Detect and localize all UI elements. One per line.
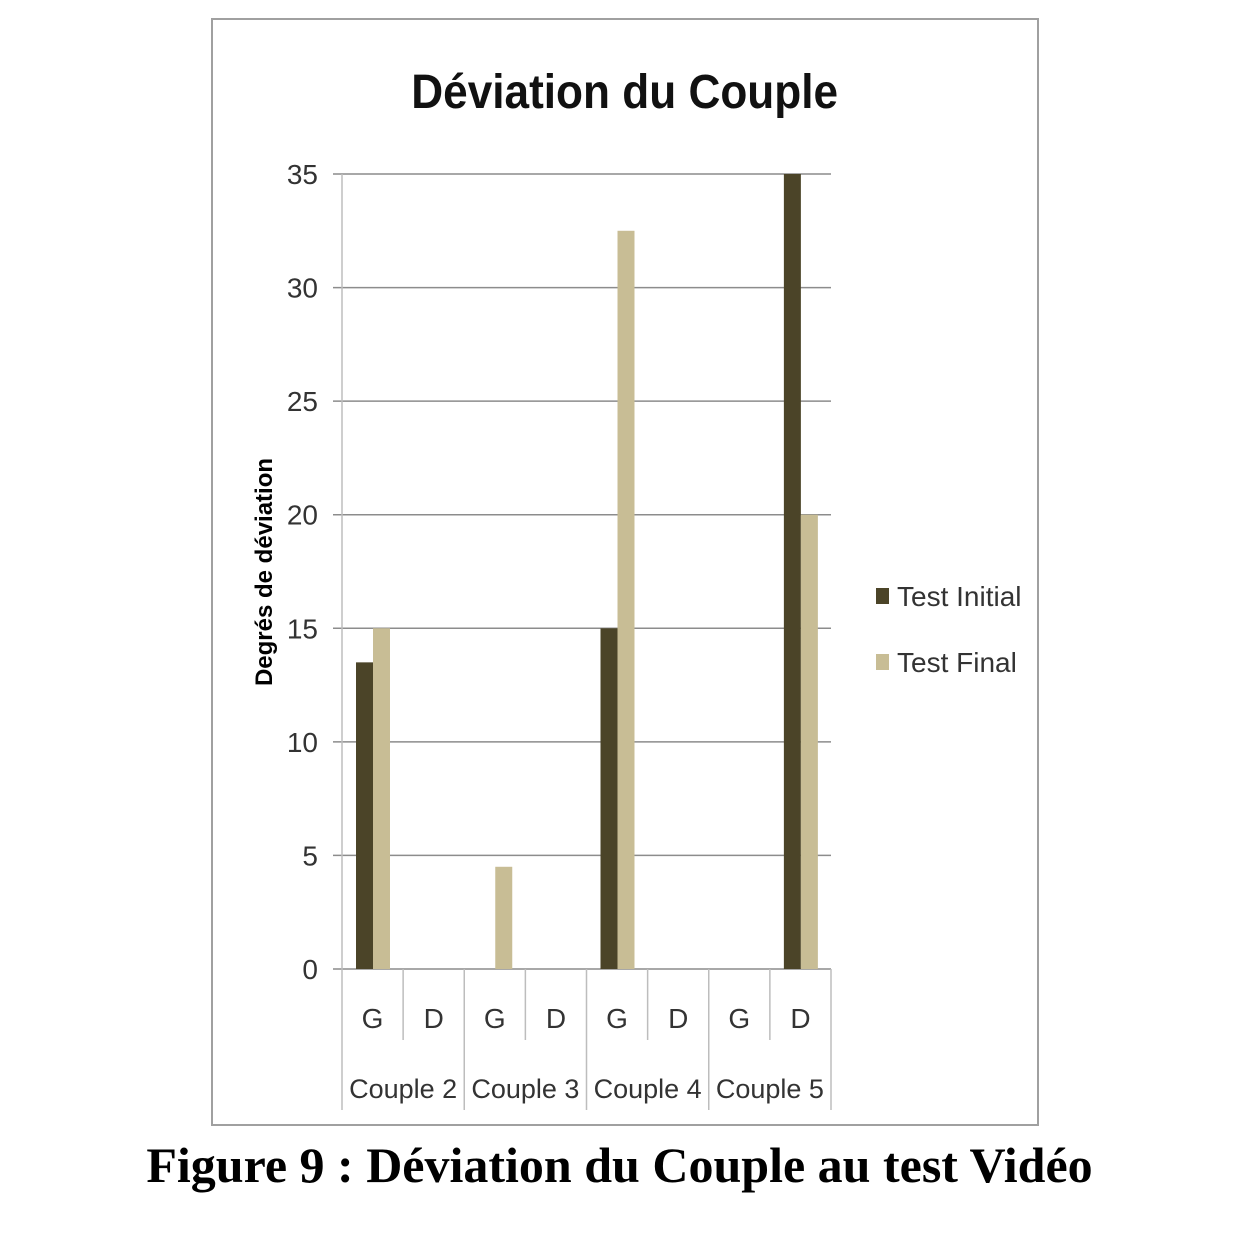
bar-chart: Déviation du Couple 0 5 10 15 20 25 30 35 Degrés … — [251, 64, 1022, 1110]
y-axis-label: Degrés de déviation — [251, 458, 278, 686]
bar-test-final — [373, 628, 390, 969]
y-tick-label: 35 — [287, 159, 318, 190]
x-tick-label: G — [484, 1003, 506, 1034]
bar-test-initial — [356, 662, 373, 969]
x-tick-label: D — [546, 1003, 566, 1034]
bar-test-initial — [600, 628, 618, 969]
x-group-label: Couple 4 — [594, 1074, 702, 1104]
legend-swatch — [876, 654, 889, 670]
bar-test-final — [800, 514, 818, 969]
y-tick-label: 5 — [302, 840, 318, 871]
y-tick-label: 0 — [302, 954, 318, 985]
x-tick-label: G — [362, 1003, 384, 1034]
x-tick-label: D — [424, 1003, 444, 1034]
x-group-label: Couple 5 — [716, 1074, 824, 1104]
x-tick-label: D — [668, 1003, 688, 1034]
x-tick-label: G — [606, 1003, 628, 1034]
x-group-label: Couple 2 — [349, 1074, 457, 1104]
legend-swatch — [876, 588, 889, 604]
x-tick-label: G — [728, 1003, 750, 1034]
y-tick-label: 25 — [287, 386, 318, 417]
bar-test-initial — [783, 174, 801, 969]
chart-frame — [211, 18, 1039, 1126]
y-tick-label: 10 — [287, 727, 318, 758]
legend-label: Test Final — [897, 647, 1017, 678]
legend-label: Test Initial — [897, 581, 1022, 612]
y-tick-label: 15 — [287, 613, 318, 644]
bar-test-final — [617, 230, 635, 970]
bar-test-final — [495, 866, 513, 969]
x-tick-label: D — [790, 1003, 810, 1034]
figure-caption: Figure 9 : Déviation du Couple au test V… — [146, 1137, 1093, 1193]
y-tick-label: 30 — [287, 273, 318, 304]
y-tick-label: 20 — [287, 500, 318, 531]
x-group-label: Couple 3 — [471, 1074, 579, 1104]
chart-title: Déviation du Couple — [411, 64, 838, 118]
